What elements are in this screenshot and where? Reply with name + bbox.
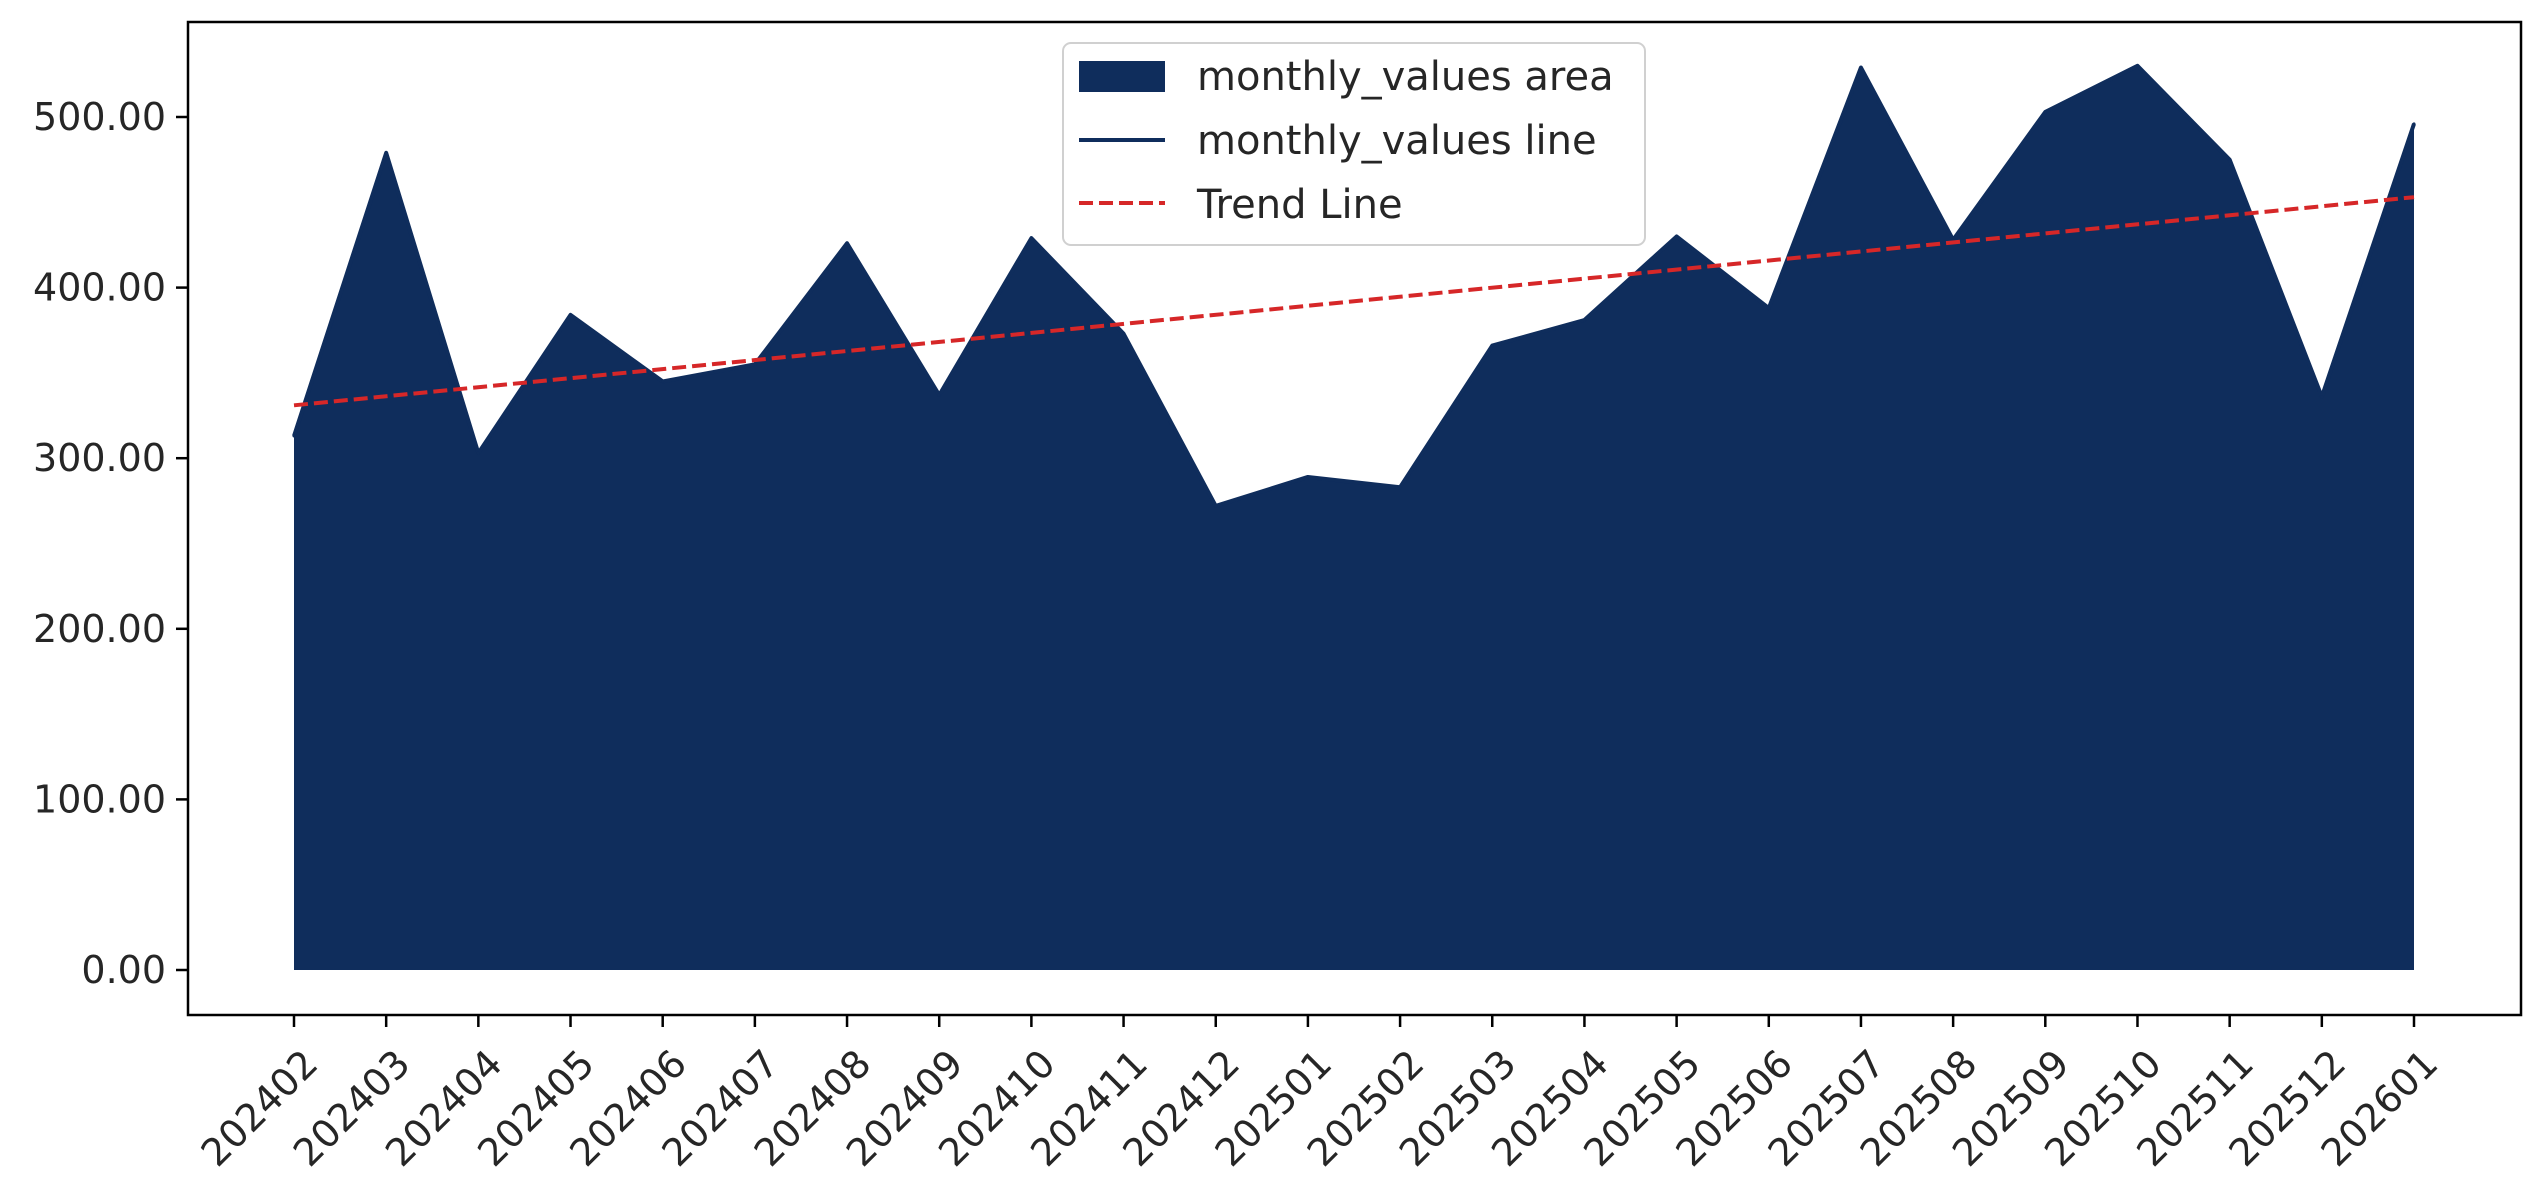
legend-label-line: monthly_values line [1197, 118, 1597, 164]
data-point [1582, 318, 1586, 322]
legend: monthly_values area monthly_values line … [1062, 42, 1646, 246]
data-point [292, 434, 296, 438]
y-tick-label: 200.00 [33, 607, 166, 651]
data-point [661, 379, 665, 383]
y-tick-label: 400.00 [33, 266, 166, 310]
legend-box [1062, 42, 1646, 246]
data-point [1675, 234, 1679, 238]
y-tick-label: 0.00 [81, 948, 166, 992]
series-line-monthly-values [292, 63, 2416, 508]
trend-line [293, 195, 2415, 408]
data-point [2135, 64, 2139, 68]
data-point [1306, 475, 1310, 479]
data-point [845, 241, 849, 245]
data-point [1767, 306, 1771, 310]
data-point [937, 393, 941, 397]
data-point [384, 151, 388, 155]
y-tick-label: 300.00 [33, 436, 166, 480]
legend-label-area: monthly_values area [1197, 54, 1614, 100]
legend-label-trend: Trend Line [1196, 182, 1403, 228]
data-point [1398, 485, 1402, 489]
legend-area-swatch [1079, 61, 1165, 92]
data-point [1214, 504, 1218, 508]
data-point [2228, 158, 2232, 162]
y-tick-label: 500.00 [33, 95, 166, 139]
data-point [569, 313, 573, 317]
data-point [476, 451, 480, 455]
plot-frame [186, 20, 2523, 1017]
data-point [2043, 110, 2047, 114]
data-point [2320, 395, 2324, 399]
data-point [2412, 122, 2416, 126]
data-point [753, 362, 757, 366]
data-point [1122, 332, 1126, 336]
y-tick-label: 100.00 [33, 777, 166, 821]
data-point [1859, 66, 1863, 70]
data-point [1029, 236, 1033, 240]
series-area-monthly-values [294, 65, 2414, 970]
data-point [1490, 344, 1494, 348]
